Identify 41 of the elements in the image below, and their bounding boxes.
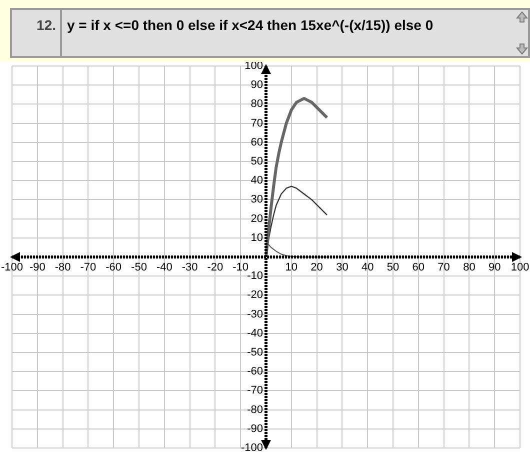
chart-title: y = if x <=0 then 0 else if x<24 then 15xe^(-(x/15)) else 0 xyxy=(66,16,434,35)
x-tick-label: -80 xyxy=(54,262,71,274)
x-tick-label: 80 xyxy=(463,262,476,274)
y-tick-label: -20 xyxy=(247,289,263,302)
x-tick-label: -10 xyxy=(232,262,249,274)
y-tick-label: 20 xyxy=(250,212,263,225)
x-tick-label: 20 xyxy=(310,262,323,274)
x-tick-label: -90 xyxy=(29,262,46,274)
y-tick-label: -90 xyxy=(247,422,263,435)
y-tick-label: -100 xyxy=(240,442,263,452)
y-tick-label: -60 xyxy=(247,366,263,378)
x-tick-label: -50 xyxy=(131,262,147,274)
x-tick-label: 60 xyxy=(412,262,425,274)
y-tick-label: 50 xyxy=(250,156,263,168)
y-tick-label: 10 xyxy=(250,232,263,244)
y-tick-label: -40 xyxy=(247,327,263,340)
text: 12. xyxy=(12,10,62,56)
x-tick-label: -40 xyxy=(156,262,172,274)
x-tick-label: 50 xyxy=(386,262,400,274)
y-tick-label: 60 xyxy=(250,136,263,148)
x-tick-label: 10 xyxy=(285,262,298,274)
x-tick-label: 100 xyxy=(510,262,530,274)
x-tick-label: 90 xyxy=(488,262,501,274)
y-tick-label: -30 xyxy=(247,308,263,320)
y-tick-label: 80 xyxy=(250,98,263,110)
y-tick-label: -50 xyxy=(247,346,263,359)
y-tick-label: 30 xyxy=(250,194,263,206)
x-tick-label: 70 xyxy=(438,262,450,274)
y-tick-label: -70 xyxy=(247,384,263,397)
x-tick-label: -60 xyxy=(106,262,122,274)
y-tick-label: 40 xyxy=(250,174,263,187)
x-tick-label: 30 xyxy=(336,262,348,274)
y-tick-label: 90 xyxy=(250,79,263,92)
x-tick-label: -70 xyxy=(80,262,96,274)
x-tick-label: 40 xyxy=(361,262,374,274)
x-tick-label: -100 xyxy=(0,262,24,274)
y-tick-label: -80 xyxy=(247,404,263,416)
y-tick-label: 70 xyxy=(250,117,263,130)
y-tick-label: -10 xyxy=(247,270,263,282)
x-tick-label: -30 xyxy=(182,262,198,274)
x-tick-label: -20 xyxy=(207,262,224,274)
